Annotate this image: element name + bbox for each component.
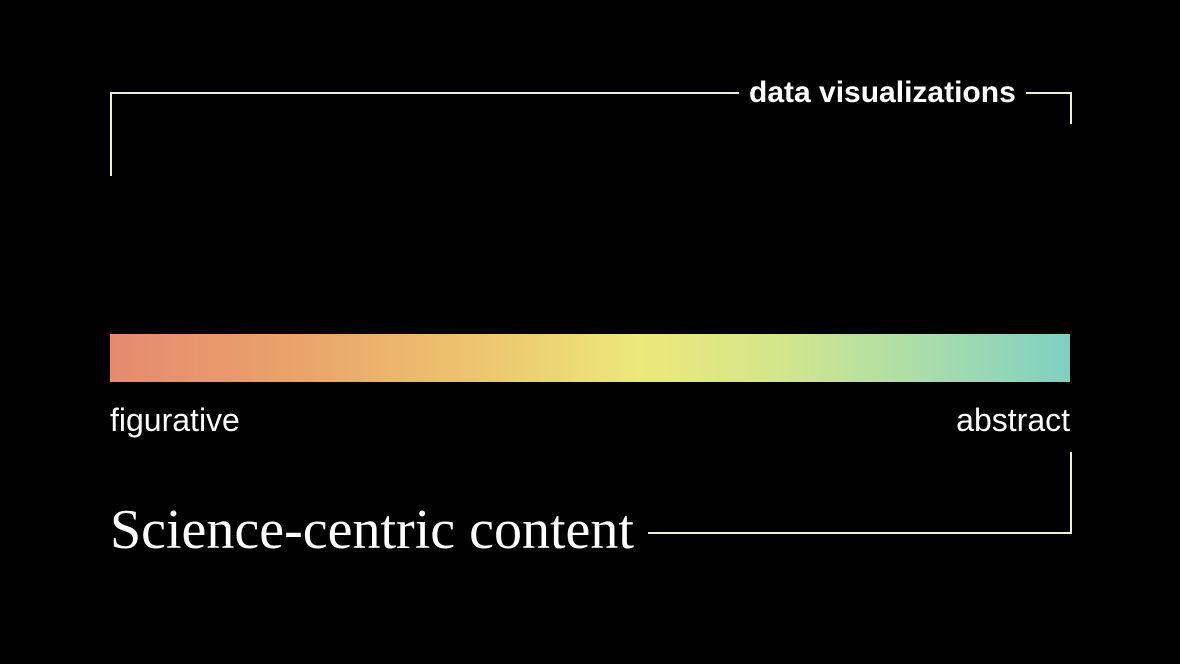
diagram-stage: data visualizations figurative abstract … <box>0 0 1180 664</box>
bottom-bracket-horizontal <box>648 532 1070 534</box>
top-bracket-right-drop <box>1070 92 1072 124</box>
spectrum-gradient-bar <box>110 334 1070 382</box>
bottom-bracket-right-rise <box>1070 452 1072 534</box>
top-bracket-label: data visualizations <box>739 76 1026 110</box>
spectrum-endpoint-left: figurative <box>110 402 240 439</box>
top-bracket-left-drop <box>110 92 112 176</box>
bottom-title: Science-centric content <box>110 500 648 560</box>
spectrum-endpoint-right: abstract <box>956 402 1070 439</box>
